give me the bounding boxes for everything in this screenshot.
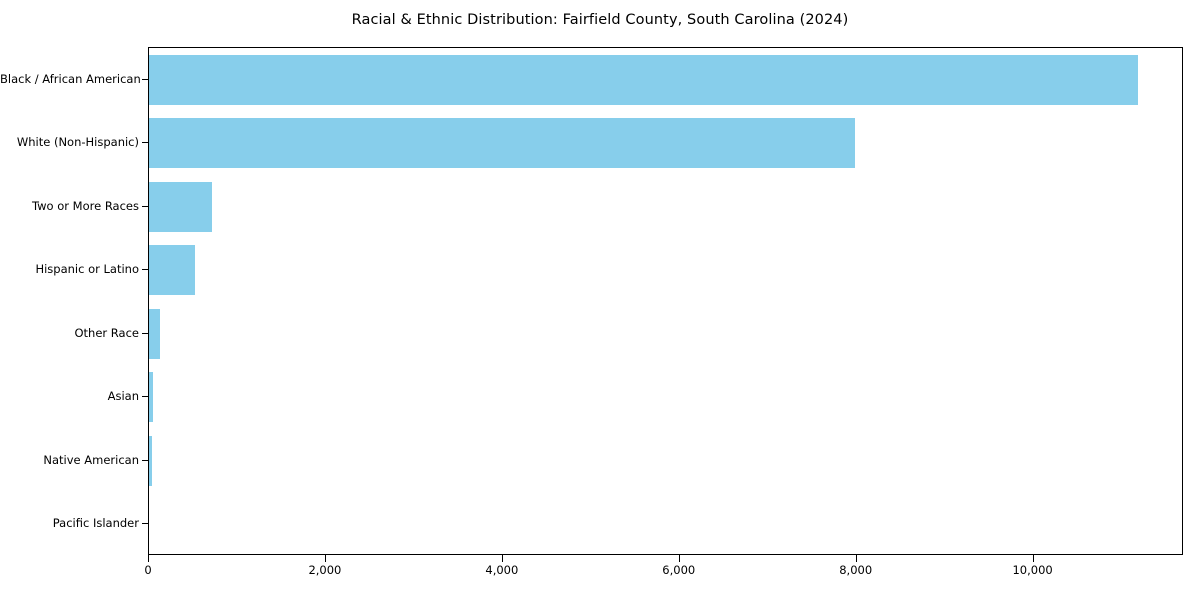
y-axis-tick-label: Hispanic or Latino xyxy=(35,262,139,277)
y-axis-tick-label: Two or More Races xyxy=(32,198,139,213)
y-axis-tick-label: Other Race xyxy=(74,325,140,340)
bar xyxy=(149,245,195,295)
bar xyxy=(149,372,153,422)
y-axis-tick-label: Native American xyxy=(43,452,139,467)
y-axis-tick-mark xyxy=(141,332,148,334)
y-axis-tick-mark xyxy=(141,142,148,144)
y-axis-tick-label: Asian xyxy=(107,389,139,404)
x-axis-tick-mark xyxy=(324,555,326,562)
bar xyxy=(149,54,1138,105)
bar xyxy=(149,181,213,232)
x-axis-tick-label: 6,000 xyxy=(662,563,696,577)
bar xyxy=(149,308,161,359)
x-axis-tick-label: 0 xyxy=(144,563,152,577)
plot-area xyxy=(148,47,1183,555)
x-axis-tick-label: 8,000 xyxy=(839,563,873,577)
x-axis-tick-mark xyxy=(855,555,857,562)
y-axis-tick-label: Pacific Islander xyxy=(52,516,139,531)
y-axis-tick-mark xyxy=(141,205,148,207)
y-axis-tick-mark xyxy=(141,396,148,398)
x-axis-tick-label: 2,000 xyxy=(308,563,342,577)
x-axis-tick-label: 4,000 xyxy=(485,563,519,577)
x-axis-tick-label: 10,000 xyxy=(1012,563,1053,577)
y-axis-tick-label: Black / African American xyxy=(0,71,141,86)
x-axis-tick-mark xyxy=(1032,555,1034,562)
y-axis-tick-mark xyxy=(141,78,148,80)
x-axis-tick-mark xyxy=(148,555,149,562)
x-axis-tick-mark xyxy=(501,555,503,562)
y-axis-tick-mark xyxy=(141,523,148,525)
bars-layer xyxy=(149,48,1182,554)
x-axis-tick-mark xyxy=(678,555,680,562)
bar xyxy=(149,435,152,486)
y-axis-tick-mark xyxy=(141,269,148,271)
bar xyxy=(149,118,855,168)
y-axis-tick-mark xyxy=(141,459,148,461)
chart-title: Racial & Ethnic Distribution: Fairfield … xyxy=(351,12,849,28)
y-axis-tick-label: White (Non-Hispanic) xyxy=(16,135,139,150)
